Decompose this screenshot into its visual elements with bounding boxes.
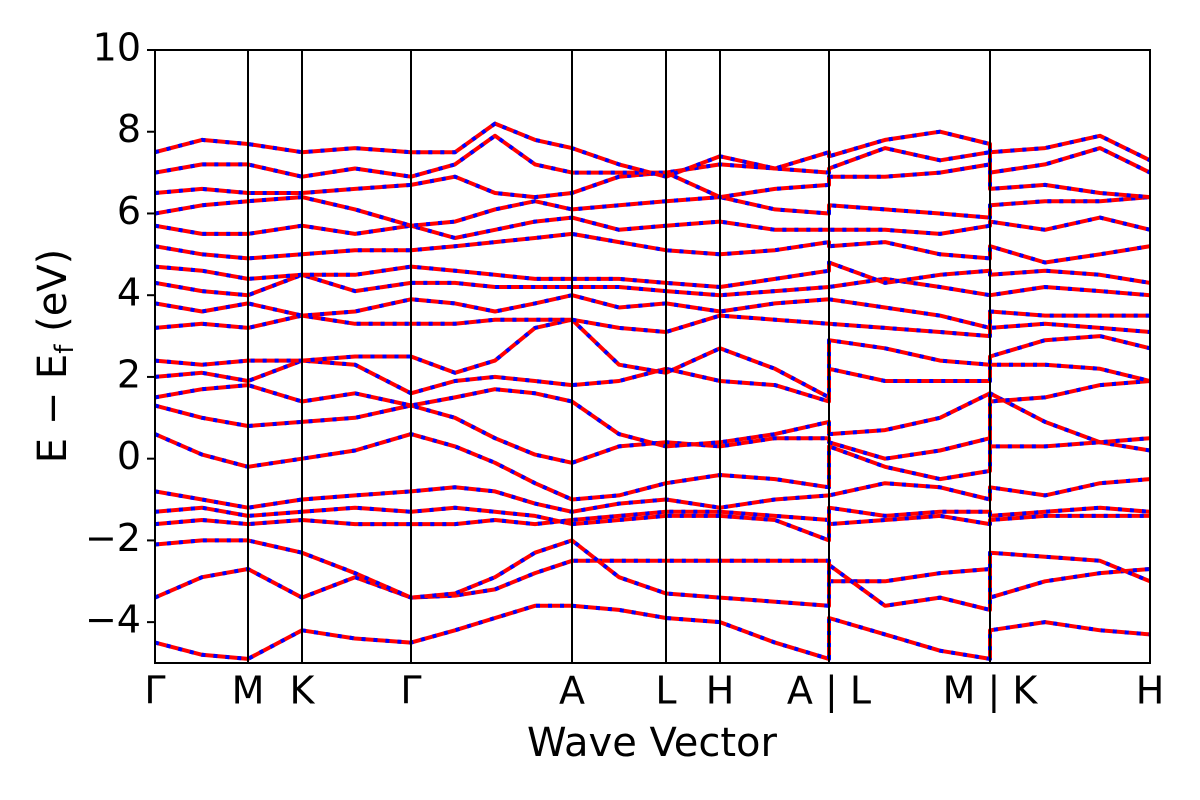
x-tick-label: A | L [787,669,871,714]
y-tick-label: −2 [85,516,141,560]
y-tick-label: −4 [85,598,141,642]
band-line-dashed [155,231,1150,265]
y-axis-label: E − Ef (eV) [30,249,80,464]
x-tick-label: M | K [943,669,1039,714]
x-tick-label: H [706,669,735,713]
y-tick-label: 6 [117,189,141,233]
band-line [155,293,1150,330]
x-tick-label: Γ [400,669,421,713]
band-line [155,358,1150,404]
y-label-main: E − E [30,354,76,464]
y-tick-label: 8 [117,107,141,151]
band-line [155,379,1150,449]
y-tick-label: 4 [117,271,141,315]
band-line [155,231,1150,265]
band-line-dashed [155,358,1150,404]
band-line-dashed [155,215,1150,240]
x-tick-label: K [290,669,316,713]
band-line-dashed [155,272,1150,298]
band-line [155,313,1150,339]
y-label-sub: f [50,344,80,354]
x-tick-label: H [1136,669,1165,713]
band-line-dashed [155,538,1150,612]
band-line-dashed [155,558,1150,600]
x-axis-label: Wave Vector [527,720,778,766]
x-tick-label: L [655,669,676,713]
y-label-unit: (eV) [30,249,76,345]
y-tick-label: 2 [117,352,141,396]
y-tick-label: 10 [93,26,141,70]
x-tick-label: A [559,669,585,713]
y-tick-label: 0 [117,434,141,478]
band-line [155,558,1150,600]
x-tick-label: Γ [144,669,165,713]
band-line [155,403,1150,465]
band-line-dashed [155,477,1150,514]
band-line [155,272,1150,298]
band-line-dashed [155,133,1150,179]
plot-frame [154,49,1151,664]
band-line [155,538,1150,612]
band-line-dashed [155,379,1150,449]
band-line-dashed [155,403,1150,465]
x-tick-label: M [232,669,265,713]
bands [155,121,1150,661]
band-line [155,477,1150,514]
